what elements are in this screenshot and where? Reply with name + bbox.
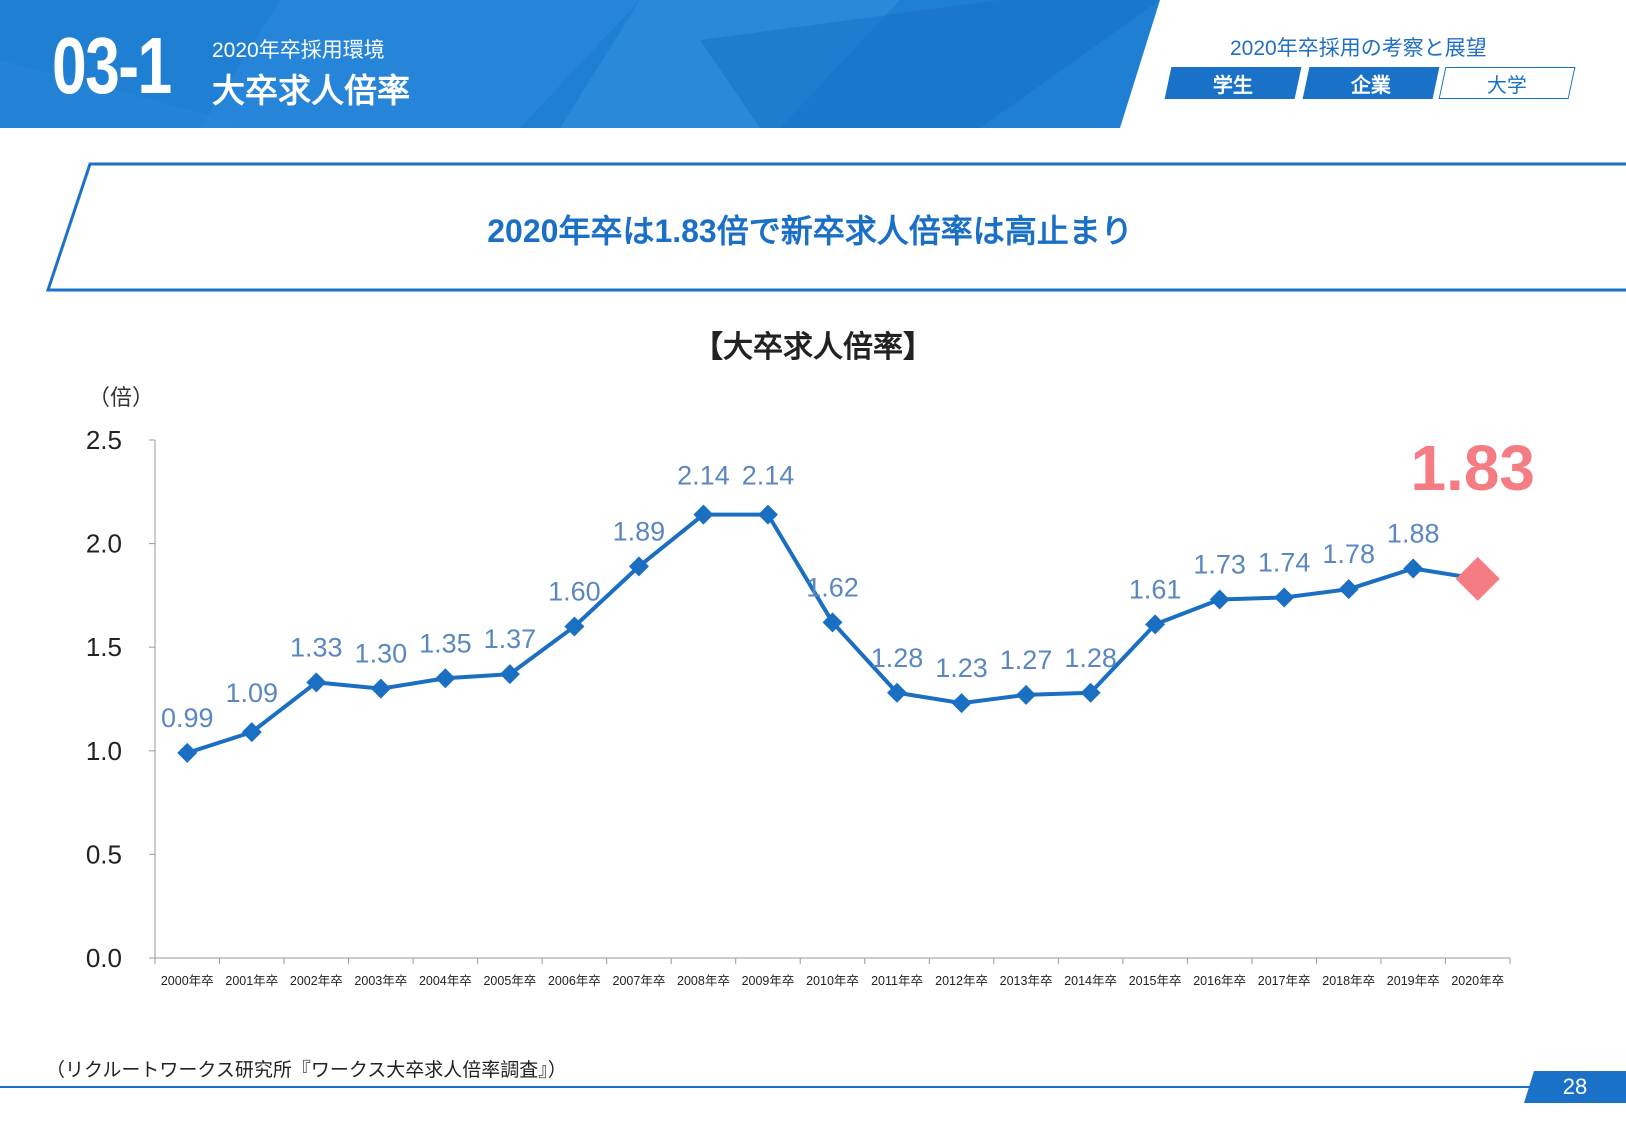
y-tick-label: 2.5 (86, 425, 122, 455)
data-point (1080, 682, 1101, 703)
data-label: 1.61 (1129, 574, 1182, 604)
y-tick-label: 0.0 (86, 943, 122, 973)
data-label: 1.62 (806, 572, 859, 602)
x-tick-label: 2007年卒 (613, 974, 666, 988)
headline-frame (45, 162, 1626, 292)
x-tick-label: 2019年卒 (1387, 974, 1440, 988)
data-label: 2.14 (742, 461, 795, 491)
page-number: 28 (1562, 1074, 1588, 1099)
data-label: 1.89 (613, 516, 666, 546)
x-tick-label: 2003年卒 (354, 974, 407, 988)
x-tick-label: 2008年卒 (677, 974, 730, 988)
x-tick-label: 2020年卒 (1451, 974, 1504, 988)
x-tick-label: 2014年卒 (1064, 974, 1117, 988)
data-point (1274, 587, 1295, 608)
highlight-value-label: 1.83 (1410, 432, 1535, 504)
y-tick-label: 0.5 (86, 839, 122, 869)
data-label: 1.37 (484, 624, 537, 654)
data-label: 1.60 (548, 576, 601, 606)
section-subtitle: 2020年卒採用環境 (212, 39, 385, 62)
series-title: 2020年卒採用の考察と展望 (1230, 37, 1487, 60)
x-tick-label: 2010年卒 (806, 974, 859, 988)
data-label: 1.35 (419, 628, 472, 658)
data-label: 1.33 (290, 632, 343, 662)
data-label: 1.28 (871, 643, 924, 673)
data-point (1209, 589, 1230, 610)
x-tick-label: 2016年卒 (1193, 974, 1246, 988)
footer-rule (0, 1086, 1530, 1088)
data-point (177, 742, 198, 763)
data-label: 1.73 (1193, 550, 1246, 580)
x-tick-label: 2000年卒 (161, 974, 214, 988)
page-number-badge (1524, 1071, 1626, 1103)
x-tick-label: 2017年卒 (1258, 974, 1311, 988)
x-tick-label: 2011年卒 (871, 974, 923, 988)
y-tick-label: 2.0 (86, 529, 122, 559)
data-point (499, 664, 520, 685)
data-point (564, 616, 585, 637)
data-point (370, 678, 391, 699)
section-title: 大卒求人倍率 (212, 72, 410, 109)
highlight-data-point (1455, 556, 1500, 601)
x-tick-label: 2009年卒 (742, 974, 795, 988)
y-tick-label: 1.0 (86, 736, 122, 766)
data-label: 1.27 (1000, 645, 1053, 675)
data-point (628, 556, 649, 577)
data-point (1338, 579, 1359, 600)
data-label: 1.23 (935, 653, 988, 683)
section-number: 03-1 (52, 21, 172, 110)
banner-pattern (0, 0, 1160, 128)
chart-value-labels: 0.99 1.09 1.33 1.30 1.35 1.37 1.60 1.89 2.14 2.14… (161, 432, 1535, 733)
chart-title: 【大卒求人倍率】 (693, 331, 933, 364)
data-point (1016, 684, 1037, 705)
data-point (1403, 558, 1424, 579)
data-label: 1.74 (1258, 547, 1311, 577)
x-tick-label: 2013年卒 (1000, 974, 1053, 988)
x-tick-label: 2012年卒 (935, 974, 988, 988)
headline: 2020年卒は1.83倍で新卒求人倍率は高止まり (487, 213, 1133, 249)
data-point (951, 693, 972, 714)
data-point (306, 672, 327, 693)
data-label: 1.09 (226, 678, 279, 708)
x-tick-label: 2006年卒 (548, 974, 601, 988)
data-point (1145, 614, 1166, 635)
data-point (693, 504, 714, 525)
data-point (822, 612, 843, 633)
data-label: 0.99 (161, 703, 214, 733)
data-label: 1.28 (1064, 643, 1117, 673)
x-tick-label: 2005年卒 (483, 974, 536, 988)
source-footnote: （リクルートワークス研究所『ワークス大卒求人倍率調査』） (46, 1060, 567, 1081)
data-label: 1.30 (355, 639, 408, 669)
data-label: 1.88 (1387, 518, 1440, 548)
data-point (757, 504, 778, 525)
x-tick-label: 2002年卒 (290, 974, 343, 988)
x-tick-label: 2015年卒 (1129, 974, 1182, 988)
data-point (241, 722, 262, 743)
x-tick-label: 2004年卒 (419, 974, 472, 988)
x-tick-label: 2018年卒 (1322, 974, 1375, 988)
data-label: 2.14 (677, 461, 730, 491)
header-banner: 03-1 2020年卒採用環境 大卒求人倍率 (0, 0, 1160, 128)
y-axis-unit: （倍） (88, 385, 155, 410)
y-tick-label: 1.5 (86, 632, 122, 662)
chart-axes: 0.0 0.5 1.0 1.5 2.0 2.5 2000年卒 2001年卒 2002年卒 2003… (86, 425, 1511, 988)
chart-series (177, 504, 1500, 763)
data-label: 1.78 (1322, 539, 1375, 569)
x-tick-label: 2001年卒 (225, 974, 278, 988)
data-point (435, 668, 456, 689)
data-point (887, 682, 908, 703)
